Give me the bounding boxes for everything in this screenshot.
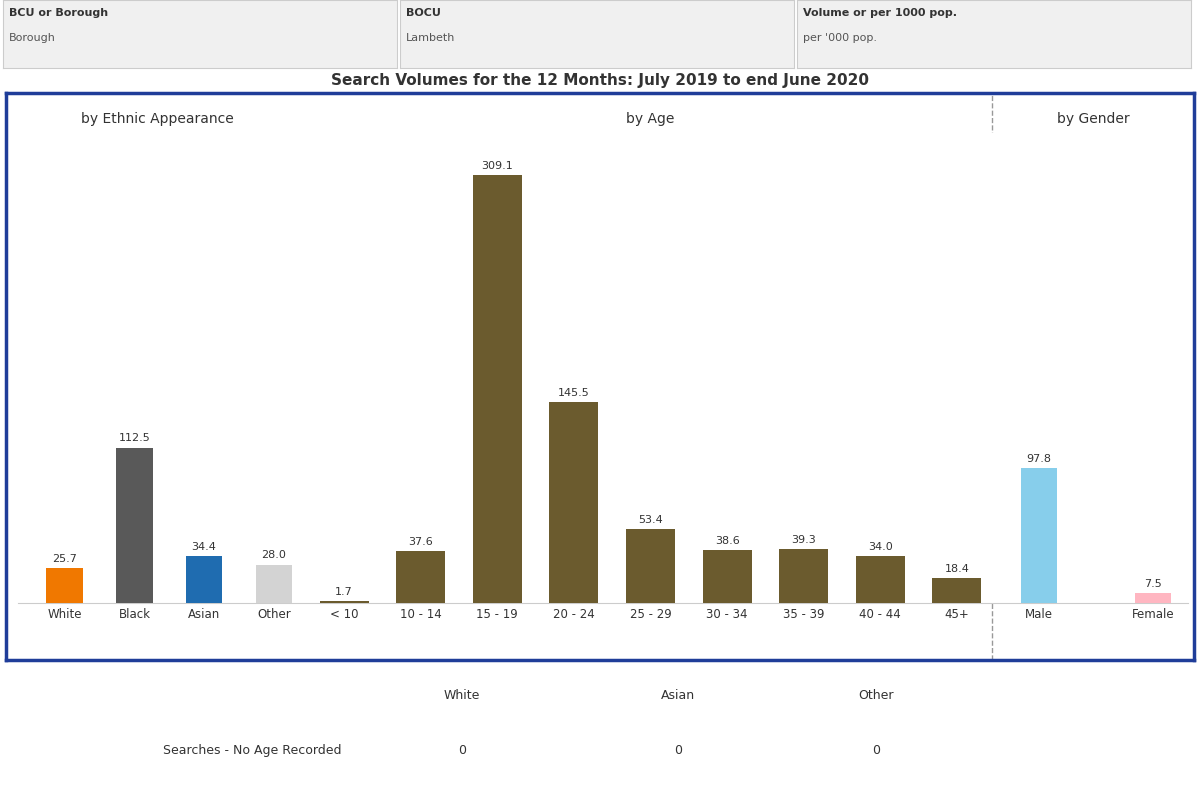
Text: 0: 0 (674, 744, 682, 757)
Bar (856, 556, 905, 604)
Bar (256, 564, 292, 604)
Text: 97.8: 97.8 (1026, 454, 1051, 464)
Bar (932, 578, 982, 604)
Text: 34.4: 34.4 (192, 542, 216, 552)
Bar (779, 549, 828, 604)
Text: 53.4: 53.4 (638, 516, 662, 525)
Text: 18.4: 18.4 (944, 564, 970, 574)
Text: 39.3: 39.3 (791, 534, 816, 545)
Text: per '000 pop.: per '000 pop. (803, 33, 877, 42)
Text: 38.6: 38.6 (715, 536, 739, 545)
Bar (1021, 468, 1057, 604)
Text: 112.5: 112.5 (119, 433, 150, 443)
Bar (626, 530, 676, 604)
Text: by Gender: by Gender (1057, 112, 1129, 126)
Text: by Ethnic Appearance: by Ethnic Appearance (82, 112, 234, 126)
Text: 7.5: 7.5 (1144, 578, 1162, 589)
Text: Lambeth: Lambeth (406, 33, 455, 42)
Text: BCU or Borough: BCU or Borough (8, 8, 108, 18)
Text: Borough: Borough (8, 33, 55, 42)
Text: Other: Other (858, 689, 894, 702)
Text: 0: 0 (872, 744, 880, 757)
Text: White: White (444, 689, 480, 702)
Text: 309.1: 309.1 (481, 161, 514, 171)
Text: 145.5: 145.5 (558, 387, 589, 398)
Bar (702, 550, 751, 604)
Text: BOCU: BOCU (406, 8, 440, 18)
Text: Search Volumes for the 12 Months: July 2019 to end June 2020: Search Volumes for the 12 Months: July 2… (331, 73, 869, 88)
Text: 1.7: 1.7 (335, 587, 353, 597)
Text: by Age: by Age (626, 112, 674, 126)
Bar (319, 601, 368, 604)
Bar (550, 402, 599, 604)
Text: 34.0: 34.0 (868, 542, 893, 552)
Text: Volume or per 1000 pop.: Volume or per 1000 pop. (803, 8, 956, 18)
Bar (116, 447, 152, 604)
Text: Searches - No Age Recorded: Searches - No Age Recorded (163, 744, 342, 757)
Text: 28.0: 28.0 (262, 550, 287, 560)
Bar (186, 556, 222, 604)
Text: 37.6: 37.6 (408, 537, 433, 547)
Bar (396, 551, 445, 604)
Text: 0: 0 (458, 744, 466, 757)
Bar (47, 567, 83, 604)
Text: 25.7: 25.7 (53, 553, 77, 564)
Text: Asian: Asian (661, 689, 695, 702)
Bar (1135, 593, 1171, 604)
Bar (473, 175, 522, 604)
